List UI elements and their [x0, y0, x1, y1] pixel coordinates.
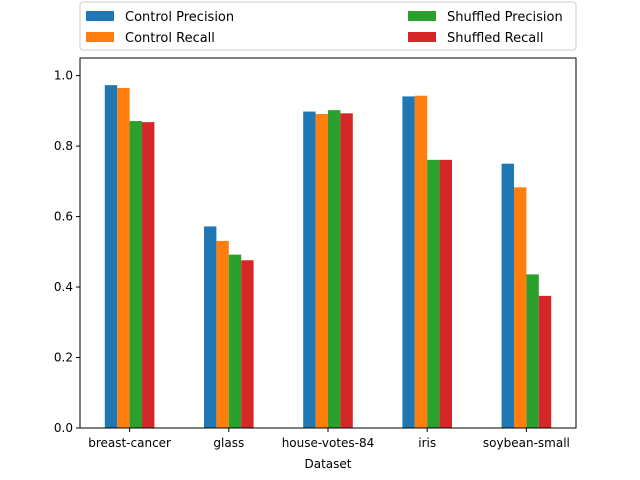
y-tick-label: 0.4: [54, 280, 73, 294]
y-tick-label: 0.0: [54, 421, 73, 435]
y-axis: 0.0 0.2 0.4 0.6 0.8 1.0: [54, 69, 80, 435]
bar-shuffled-recall-breast-cancer: [142, 122, 155, 428]
legend-label: Control Recall: [125, 31, 215, 46]
bar-control-precision-iris: [402, 96, 415, 429]
bar-control-recall-glass: [216, 240, 229, 428]
bar-shuffled-precision-soybean-small: [526, 274, 539, 428]
bar-control-recall-house-votes-84: [315, 114, 328, 429]
bar-shuffled-precision-glass: [228, 254, 242, 428]
x-axis: breast-cancer glass house-votes-84 iris soyb…: [88, 428, 570, 450]
y-tick-label: 0.6: [54, 210, 73, 224]
legend-swatch: [86, 32, 114, 42]
y-tick-label: 1.0: [54, 69, 73, 83]
bar-shuffled-recall-glass: [241, 260, 254, 428]
bar-control-recall-breast-cancer: [117, 87, 130, 428]
x-tick-label: soybean-small: [483, 436, 570, 450]
bar-control-precision-breast-cancer: [104, 85, 118, 428]
bar-shuffled-precision-breast-cancer: [129, 121, 142, 429]
bar-control-precision-glass: [204, 226, 217, 428]
legend-label: Control Precision: [125, 10, 234, 25]
bar-shuffled-precision-iris: [427, 159, 440, 429]
legend: Control Precision Control Recall Shuffled …: [79, 1, 577, 51]
legend-swatch: [408, 11, 436, 21]
bar-control-precision-house-votes-84: [303, 111, 316, 429]
y-tick-label: 0.2: [54, 351, 73, 365]
y-tick-label: 0.8: [54, 139, 73, 153]
x-axis-label: Dataset: [305, 457, 352, 471]
legend-label: Shuffled Recall: [447, 31, 543, 46]
bar-shuffled-recall-house-votes-84: [340, 113, 353, 429]
x-tick-label: house-votes-84: [282, 436, 375, 450]
x-tick-label: breast-cancer: [88, 436, 171, 450]
bar-shuffled-recall-soybean-small: [538, 295, 552, 428]
x-tick-label: glass: [213, 436, 244, 450]
bars-layer: [104, 85, 552, 429]
bar-control-recall-soybean-small: [514, 187, 527, 428]
legend-swatch: [86, 11, 114, 21]
bar-shuffled-recall-iris: [439, 159, 452, 429]
bar-shuffled-precision-house-votes-84: [328, 110, 341, 429]
x-tick-label: iris: [418, 436, 436, 450]
bar-control-precision-soybean-small: [501, 163, 514, 428]
legend-swatch: [408, 32, 436, 42]
bar-control-recall-iris: [414, 95, 428, 428]
legend-frame: [79, 1, 577, 51]
legend-label: Shuffled Precision: [447, 10, 563, 25]
